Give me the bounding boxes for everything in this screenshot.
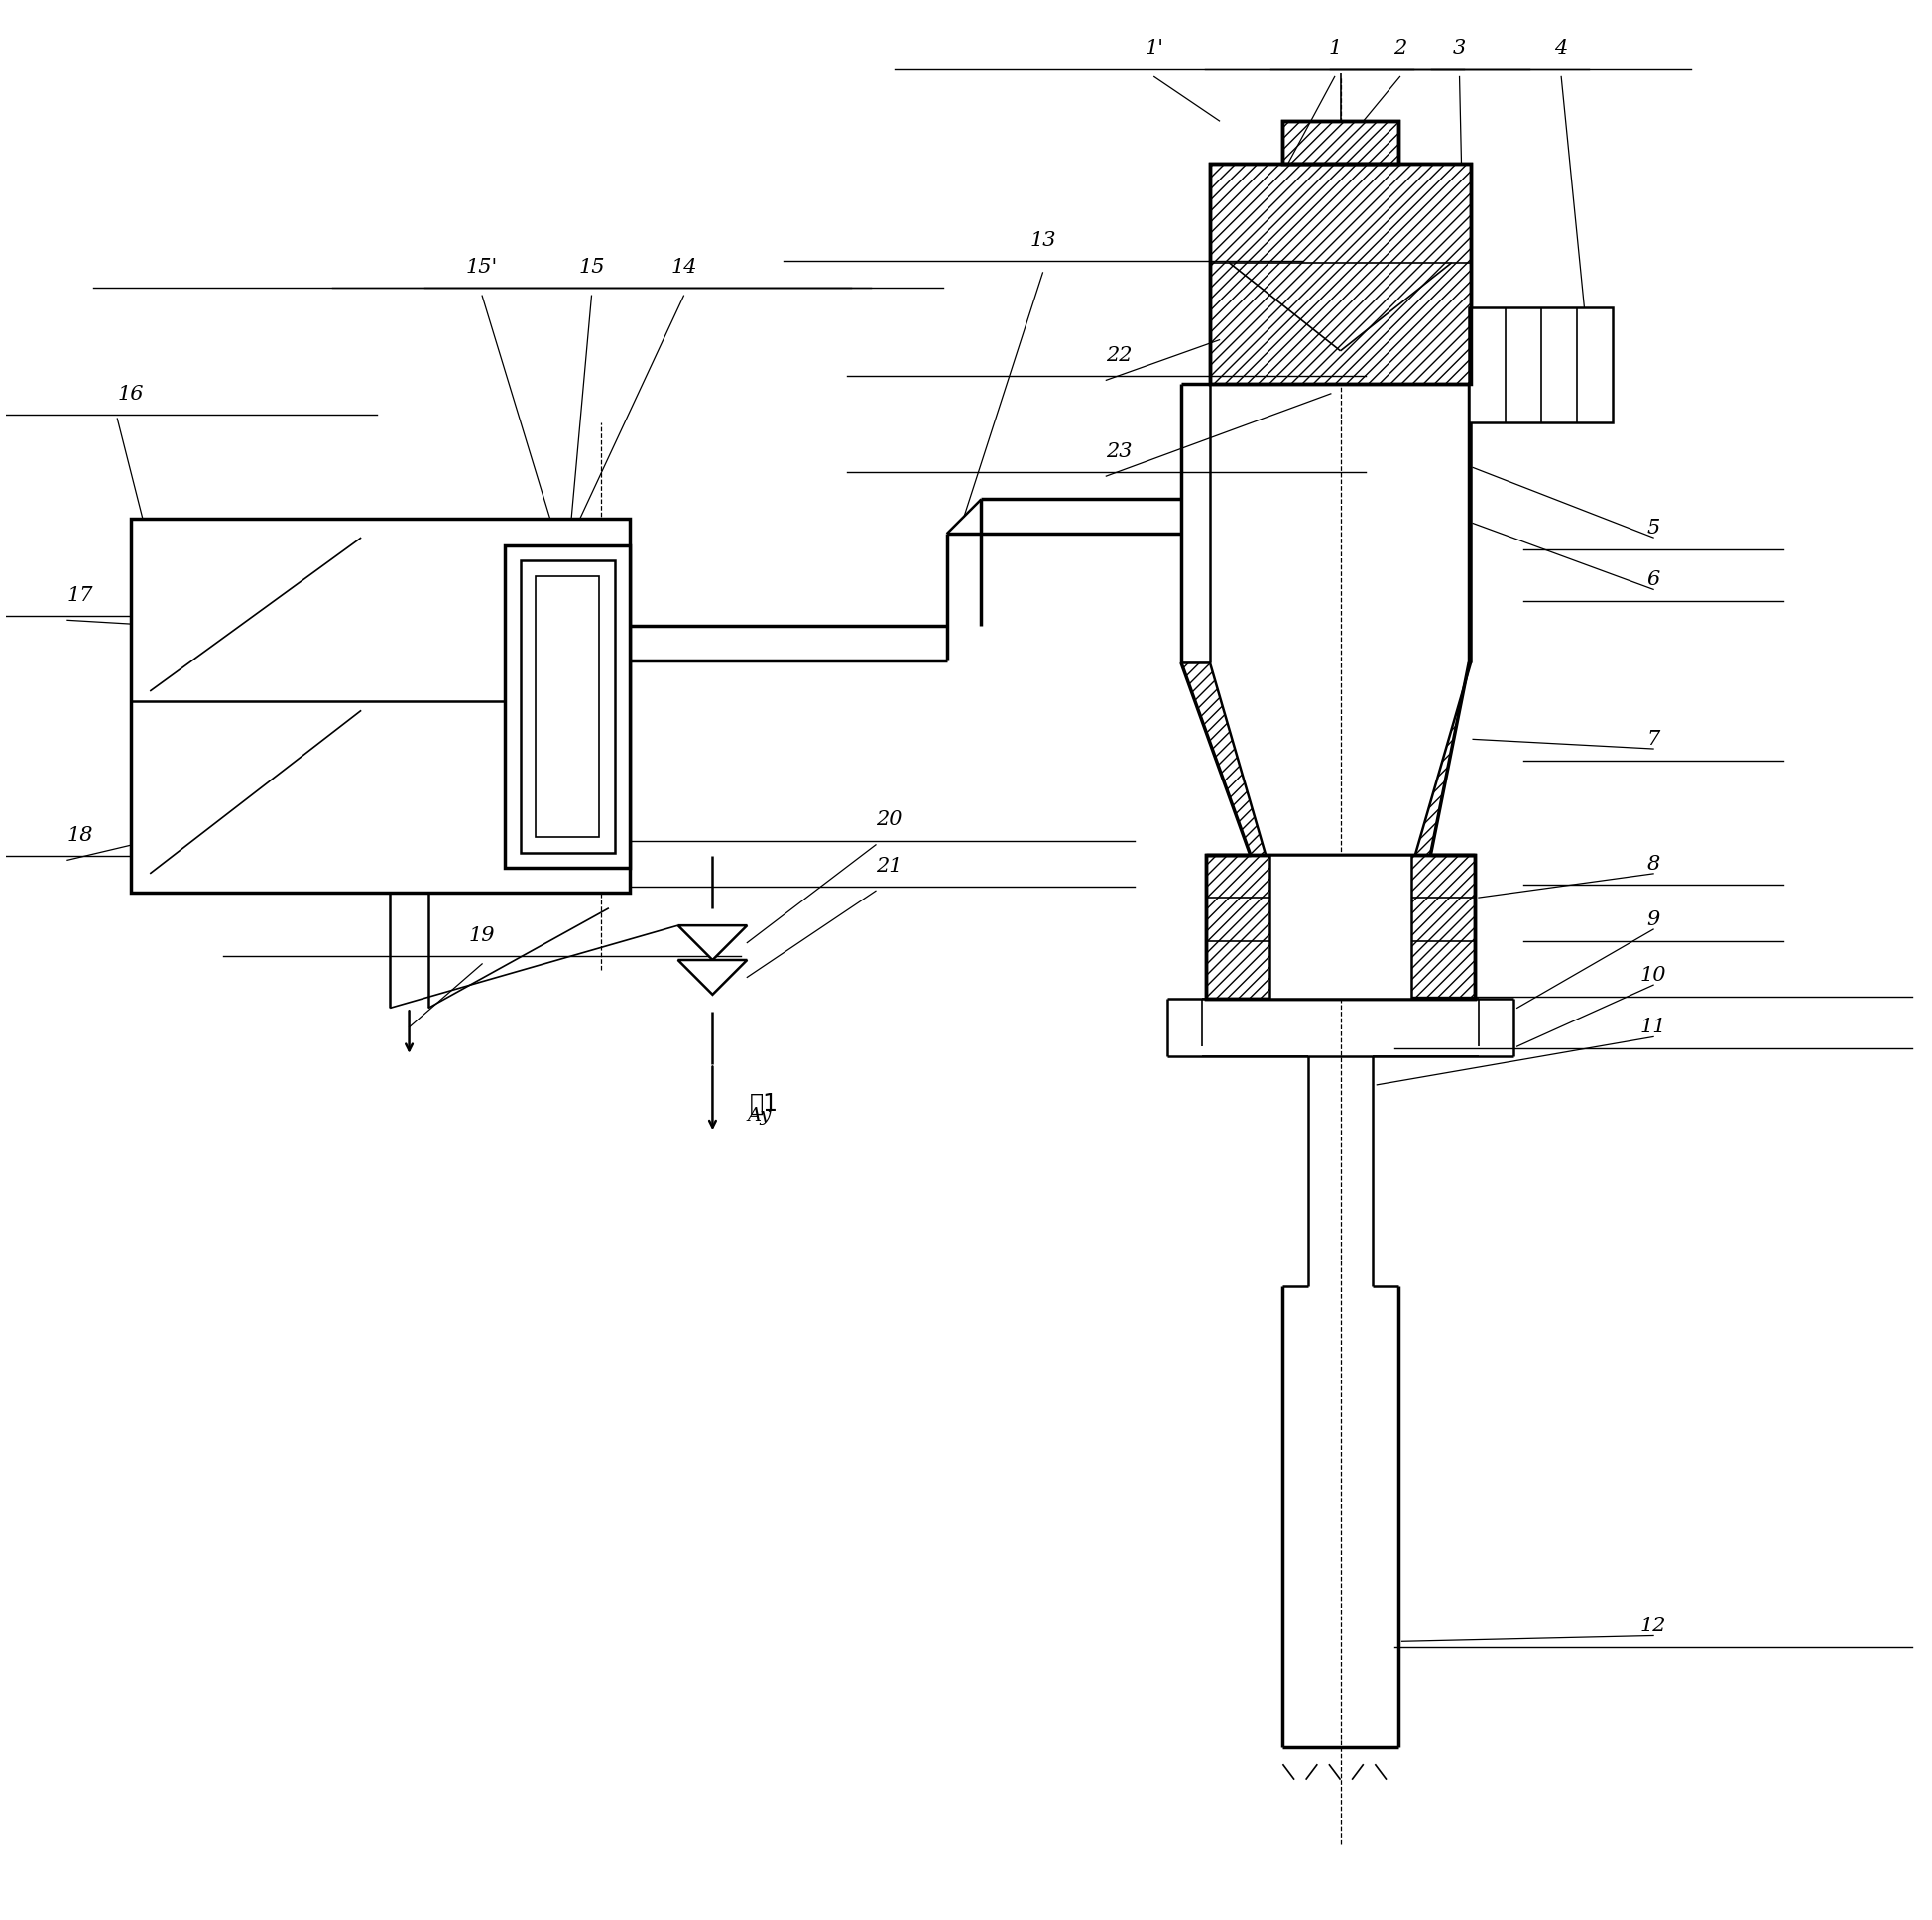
- Text: 11: 11: [1640, 1018, 1667, 1037]
- Text: 12: 12: [1640, 1617, 1667, 1636]
- Bar: [1269, 854, 1412, 998]
- Text: 7: 7: [1646, 730, 1660, 749]
- Polygon shape: [1416, 662, 1470, 854]
- Text: 23: 23: [1107, 442, 1132, 461]
- Bar: [1468, 307, 1613, 422]
- Text: 图1: 图1: [750, 1092, 779, 1116]
- Bar: [1283, 121, 1399, 163]
- Text: 1: 1: [1327, 38, 1341, 58]
- Bar: [131, 518, 630, 893]
- Text: 4: 4: [1555, 38, 1567, 58]
- Text: 19: 19: [469, 925, 495, 945]
- Text: 6: 6: [1646, 570, 1660, 589]
- Bar: [1283, 121, 1399, 163]
- Text: 20: 20: [875, 810, 902, 829]
- Text: 16: 16: [118, 384, 143, 403]
- Bar: [1206, 854, 1474, 998]
- Text: 21: 21: [875, 856, 902, 876]
- Bar: [1206, 854, 1474, 998]
- Text: 13: 13: [1030, 230, 1057, 250]
- Text: 17: 17: [68, 586, 93, 605]
- Polygon shape: [678, 960, 748, 995]
- Text: 15': 15': [466, 257, 498, 276]
- Text: 15: 15: [578, 257, 605, 276]
- Bar: [1209, 163, 1470, 384]
- Text: 1': 1': [1146, 38, 1163, 58]
- Text: 10: 10: [1640, 966, 1667, 985]
- Bar: [1209, 163, 1470, 384]
- Bar: [535, 576, 599, 837]
- Polygon shape: [1180, 662, 1265, 854]
- Text: 3: 3: [1453, 38, 1466, 58]
- Text: 9: 9: [1646, 910, 1660, 929]
- Text: 14: 14: [670, 257, 697, 276]
- Text: Ay: Ay: [748, 1106, 771, 1125]
- Text: 2: 2: [1393, 38, 1406, 58]
- Bar: [504, 545, 630, 868]
- Polygon shape: [678, 925, 748, 960]
- Text: 22: 22: [1107, 346, 1132, 365]
- Text: 18: 18: [68, 826, 93, 845]
- Bar: [520, 561, 614, 852]
- Text: 5: 5: [1646, 518, 1660, 538]
- Text: 8: 8: [1646, 854, 1660, 874]
